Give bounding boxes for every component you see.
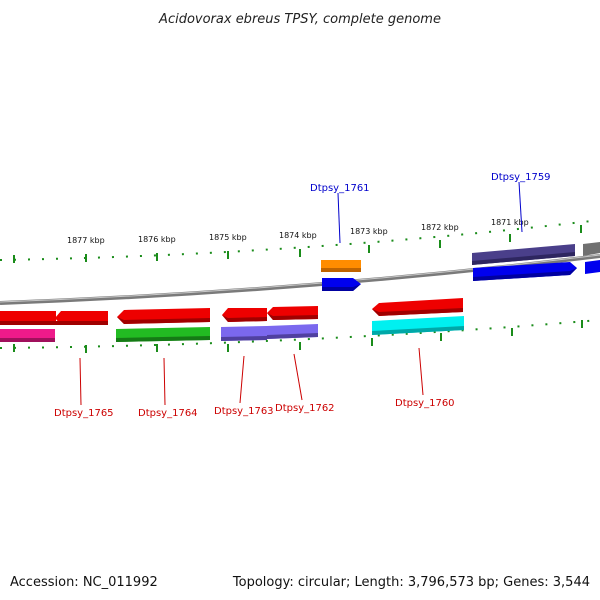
outer-tick-ring — [0, 219, 600, 261]
accession-label: Accession: NC_011992 — [10, 575, 158, 590]
gene-label-dtpsy-1759[interactable]: Dtpsy_1759 — [491, 172, 551, 183]
callout-line-dtpsy-1765 — [79, 357, 82, 406]
gene-feature-pink-shade — [0, 338, 55, 342]
gene-feature-orange-shade — [321, 268, 361, 272]
gene-feature-dark-slate-shade — [472, 252, 575, 265]
gene-label-dtpsy-1760[interactable]: Dtpsy_1760 — [395, 398, 455, 409]
gene-arrow-dtpsy-1762-shade — [267, 313, 318, 320]
tick-label-1874: 1874 kbp — [279, 231, 317, 240]
gene-feature-green-shade — [116, 336, 210, 342]
callout-line-dtpsy-1761 — [337, 192, 341, 244]
outer-major-ticks — [13, 225, 582, 263]
gene-label-dtpsy-1763[interactable]: Dtpsy_1763 — [214, 406, 274, 417]
gene-feature-blue-edge[interactable] — [585, 260, 600, 274]
genome-backbone — [0, 254, 600, 305]
gene-label-dtpsy-1761[interactable]: Dtpsy_1761 — [310, 183, 370, 194]
inner-tick-ring — [0, 319, 600, 349]
gene-feature-purple-1-shade — [221, 336, 267, 341]
gene-label-dtpsy-1764[interactable]: Dtpsy_1764 — [138, 408, 198, 419]
tick-label-1872: 1872 kbp — [421, 223, 459, 232]
gene-arrow-dtpsy-1764-shade — [117, 317, 210, 324]
callout-line-dtpsy-1762 — [293, 353, 303, 401]
gene-arrow-dtpsy-1759-shade — [473, 268, 577, 281]
callout-line-dtpsy-1763 — [239, 355, 245, 404]
tick-label-1876: 1876 kbp — [138, 235, 176, 244]
topology-label: Topology: circular; Length: 3,796,573 bp… — [232, 575, 590, 590]
genome-backbone-highlight — [0, 254, 600, 303]
callout-line-dtpsy-1764 — [163, 357, 166, 406]
gene-arrow-red-left-edge[interactable] — [0, 311, 56, 324]
map-title: Acidovorax ebreus TPSY, complete genome — [158, 12, 441, 27]
callout-line-dtpsy-1760 — [418, 347, 424, 396]
tick-label-1875: 1875 kbp — [209, 233, 247, 242]
gene-arrow-dtpsy-1763-shade — [222, 315, 267, 322]
gene-feature-gray[interactable] — [583, 242, 600, 256]
tick-label-1871: 1871 kbp — [491, 218, 529, 227]
gene-arrow-dtpsy-1761-shade — [322, 284, 361, 291]
gene-label-dtpsy-1762[interactable]: Dtpsy_1762 — [275, 403, 335, 414]
gene-label-dtpsy-1765[interactable]: Dtpsy_1765 — [54, 408, 114, 419]
inner-major-ticks — [13, 320, 583, 353]
tick-label-1877: 1877 kbp — [67, 236, 105, 245]
gene-arrow-dtpsy-1760-shade — [372, 308, 463, 316]
tick-label-1873: 1873 kbp — [350, 227, 388, 236]
gene-feature-purple-2-shade — [267, 333, 318, 339]
gene-feature-cyan-shade — [372, 326, 464, 335]
callout-line-dtpsy-1759 — [518, 181, 523, 233]
gene-arrow-dtpsy-1765-shade — [0, 321, 108, 325]
